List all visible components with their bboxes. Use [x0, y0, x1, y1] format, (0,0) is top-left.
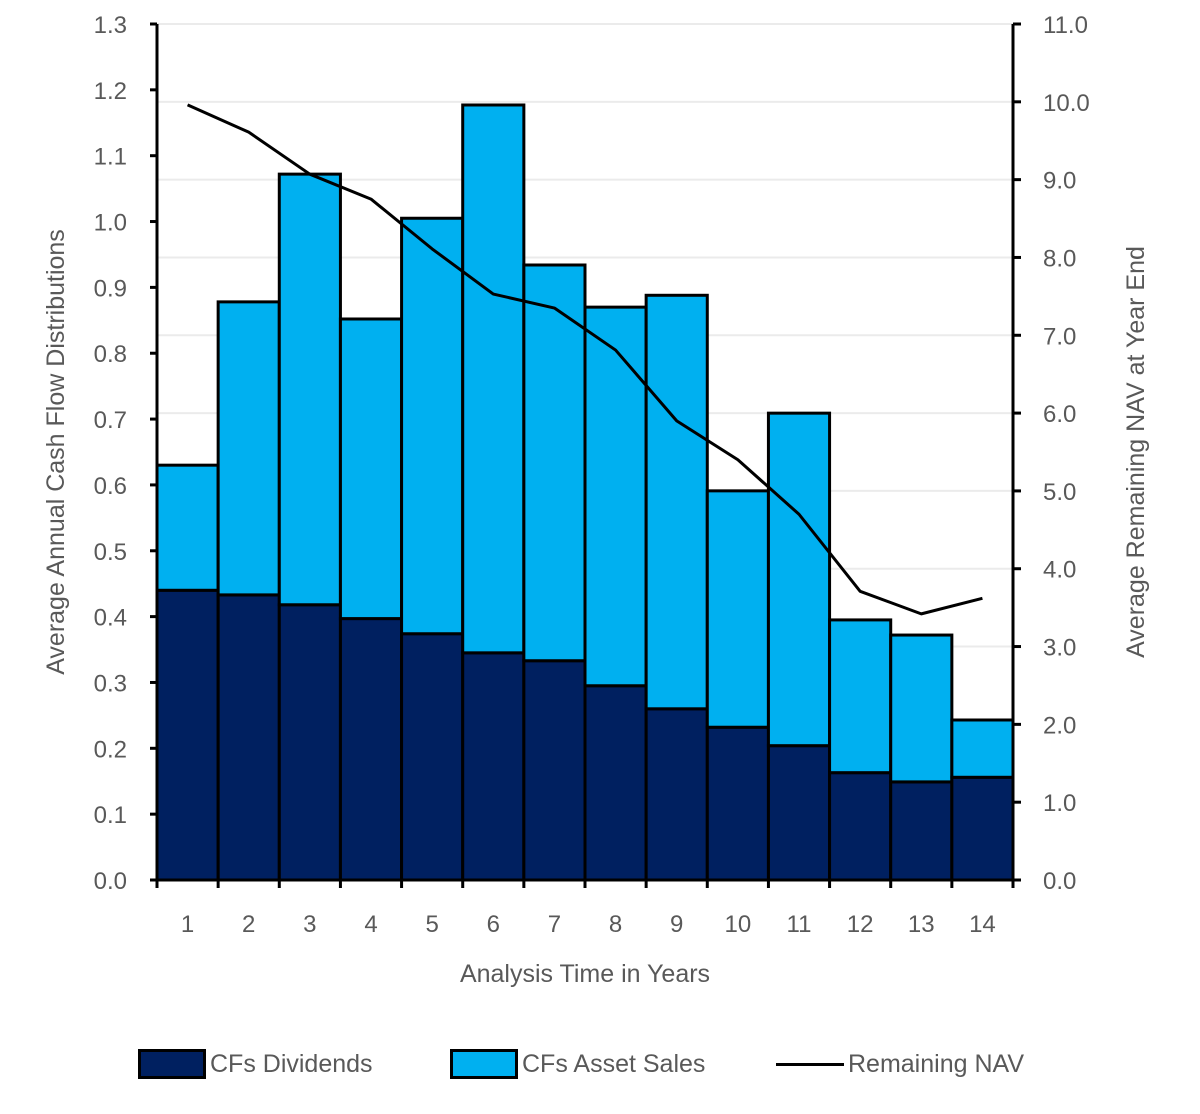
bar-dividends-9: [644, 707, 709, 882]
nav-line: [186, 103, 983, 616]
x-tick-label: 9: [670, 911, 683, 938]
left-tick-label: 0.6: [94, 473, 127, 500]
x-tick-label: 14: [969, 911, 996, 938]
bar-asset-sales-12: [828, 618, 893, 775]
bar-dividends-7: [522, 659, 587, 882]
legend-swatch-asset-sales: [450, 1049, 518, 1079]
chart: 0.0 0.1 0.2 0.3 0.4 0.5 0.6 0.7 0.8 0.9 1.0 1.1 1.2 1…: [42, 12, 1150, 988]
bar-dividends-2: [216, 593, 281, 882]
bar-asset-sales-6: [461, 103, 526, 655]
right-tick-label: 6.0: [1043, 401, 1076, 428]
bar-asset-sales-8: [583, 305, 648, 688]
right-tick-label: 3.0: [1043, 635, 1076, 662]
x-tick-label: 2: [242, 911, 255, 938]
left-tick-label: 0.3: [94, 670, 127, 697]
bars: [155, 103, 1015, 882]
bar-dividends-10: [705, 725, 770, 882]
bar-dividends-14: [950, 775, 1015, 882]
x-tick-label: 4: [364, 911, 377, 938]
left-tick-label: 0.1: [94, 802, 127, 829]
bar-asset-sales-3: [277, 172, 342, 607]
left-tick-label: 0.5: [94, 539, 127, 566]
bar-asset-sales-1: [155, 463, 220, 592]
bar-dividends-13: [889, 780, 954, 882]
left-tick-label: 1.2: [94, 78, 127, 105]
right-tick-label: 1.0: [1043, 790, 1076, 817]
right-tick-label: 4.0: [1043, 557, 1076, 584]
left-axis-ticks: 0.0 0.1 0.2 0.3 0.4 0.5 0.6 0.7 0.8 0.9 1.0 1.1 1.2 1…: [94, 12, 157, 895]
left-tick-label: 1.3: [94, 12, 127, 39]
right-tick-label: 10.0: [1043, 90, 1090, 117]
bar-dividends-8: [583, 684, 648, 882]
right-tick-label: 0.0: [1043, 868, 1076, 895]
x-axis-title: Analysis Time in Years: [460, 960, 710, 988]
left-tick-label: 0.0: [94, 868, 127, 895]
legend-label-asset-sales: CFs Asset Sales: [522, 1049, 706, 1078]
x-tick-label: 8: [609, 911, 622, 938]
legend-swatch-dividends: [138, 1049, 206, 1079]
x-tick-label: 13: [908, 911, 935, 938]
x-tick-label: 11: [787, 911, 812, 938]
bar-dividends-6: [461, 651, 526, 882]
legend-line-remaining-nav: [776, 1062, 844, 1066]
bar-dividends-3: [277, 603, 342, 882]
right-tick-label: 9.0: [1043, 168, 1076, 195]
nav-line-group: [186, 103, 983, 616]
x-tick-label: 5: [425, 911, 438, 938]
bar-asset-sales-5: [400, 216, 465, 636]
bar-asset-sales-11: [766, 411, 832, 748]
left-tick-label: 1.1: [94, 144, 127, 171]
bar-dividends-1: [155, 588, 220, 882]
bar-dividends-12: [828, 771, 893, 882]
y2-axis-title: Average Remaining NAV at Year End: [1122, 246, 1150, 658]
x-tick-label: 12: [847, 911, 874, 938]
bar-asset-sales-7: [522, 263, 587, 663]
legend-item-asset-sales: CFs Asset Sales: [450, 1044, 705, 1084]
bar-asset-sales-14: [950, 718, 1015, 779]
right-tick-label: 8.0: [1043, 245, 1076, 272]
left-tick-label: 0.4: [94, 605, 127, 632]
x-tick-label: 10: [725, 911, 752, 938]
bar-asset-sales-10: [705, 489, 770, 729]
left-tick-label: 0.7: [94, 407, 127, 434]
right-tick-label: 2.0: [1043, 712, 1076, 739]
right-tick-label: 7.0: [1043, 323, 1076, 350]
left-tick-label: 0.8: [94, 341, 127, 368]
bar-asset-sales-9: [644, 293, 709, 711]
x-tick-label: 3: [303, 911, 316, 938]
right-axis-ticks: 0.0 1.0 2.0 3.0 4.0 5.0 6.0 7.0 8.0 9.0 10.0 11.0: [1013, 12, 1090, 895]
right-tick-label: 11.0: [1043, 12, 1088, 39]
x-tick-label: 6: [487, 911, 500, 938]
x-axis-ticks: 1 2 3 4 5 6 7 8 9 10 11 12 13 14: [155, 880, 1015, 938]
legend: CFs Dividends CFs Asset Sales Remaining …: [0, 1044, 1200, 1084]
bar-asset-sales-4: [338, 317, 404, 621]
x-tick-label: 1: [181, 911, 194, 938]
bar-dividends-5: [400, 632, 465, 882]
bar-asset-sales-2: [216, 300, 281, 597]
left-tick-label: 1.0: [94, 210, 127, 237]
right-tick-label: 5.0: [1043, 479, 1076, 506]
bar-dividends-4: [338, 617, 404, 882]
bar-asset-sales-13: [889, 633, 954, 784]
legend-item-remaining-nav: Remaining NAV: [776, 1044, 1024, 1084]
left-tick-label: 0.2: [94, 736, 127, 763]
bar-dividends-11: [766, 744, 832, 882]
legend-label-dividends: CFs Dividends: [210, 1049, 373, 1078]
x-tick-label: 7: [548, 911, 561, 938]
legend-label-remaining-nav: Remaining NAV: [848, 1049, 1025, 1078]
y-axis-title: Average Annual Cash Flow Distributions: [42, 229, 70, 675]
left-tick-label: 0.9: [94, 275, 127, 302]
legend-item-dividends: CFs Dividends: [138, 1044, 373, 1084]
